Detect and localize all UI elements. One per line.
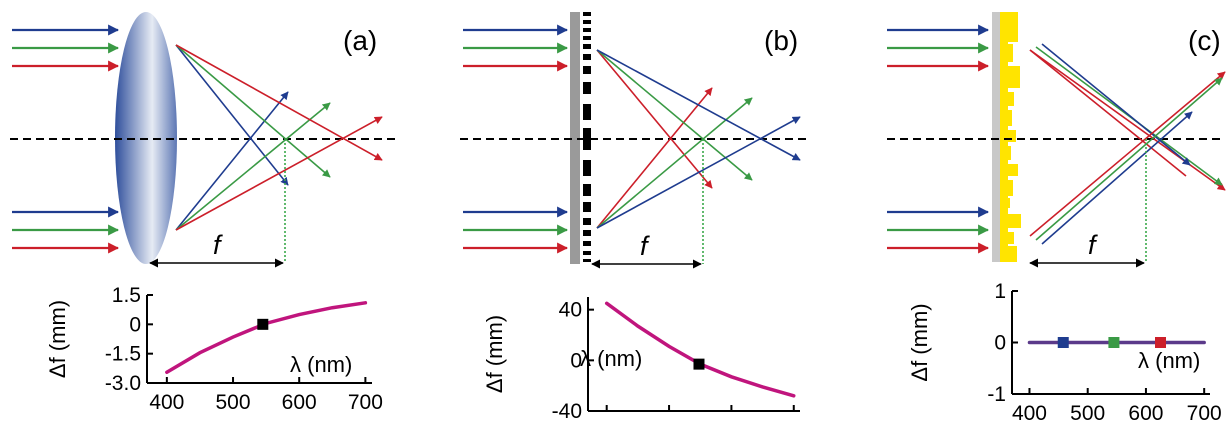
design-wavelength-marker [257,318,269,330]
metasurface-pillar [1008,12,1018,42]
panel-a-chart: 400 500 600 700 1.5 0 -1.5 -3.0 Δf (mm) λ (nm) [45,284,383,414]
y-axis-title: Δf (mm) [45,300,70,378]
grating-zone [583,12,591,16]
y-tick-label: 0 [994,332,1006,355]
x-tick-label: 600 [1128,402,1163,422]
y-tick-label: 1.5 [112,284,141,307]
x-tick-label: 400 [589,419,624,422]
panel-b-substrate [570,12,580,264]
metasurface-pillar [1008,146,1011,160]
panel-a: (a) f 400 500 600 700 1.5 0 -1.5 -3.0 Δf (mm) λ (… [10,12,395,414]
design-wavelength-marker [1155,337,1166,348]
panel-c-chart: 400 500 600 700 1 0 -1 Δf (mm) λ (nm) [907,280,1222,422]
grating-zone [583,160,591,176]
grating-zone [583,128,591,150]
grating-zone [583,66,591,74]
y-axis-title: Δf (mm) [482,315,507,393]
panel-a-focused-rays [175,44,383,231]
x-tick-label: 600 [714,419,749,422]
y-tick-label: -1.5 [105,343,141,366]
metasurface-pillar [1008,66,1020,88]
grating-zone [583,259,591,262]
grating-zone [583,20,591,24]
y-tick-label: 0 [129,313,141,336]
grating-zone [583,218,591,225]
metasurface-pillar [1008,246,1017,262]
y-tick-label: -1 [987,383,1006,406]
grating-zone [583,104,591,120]
grating-zone [583,82,591,94]
metasurface-nanostructures [1000,12,1021,262]
grating-zone [583,230,591,236]
y-tick-label: 1 [994,280,1006,303]
grating-zone [583,202,591,212]
panel-b-incident-rays [463,24,569,254]
x-tick-label: 700 [776,419,811,422]
metasurface-base [1000,12,1008,262]
panel-a-incident-rays [12,24,120,254]
x-tick-label: 700 [348,391,383,414]
grating-zone [583,28,591,32]
panel-c-focused-rays [1029,43,1226,245]
metasurface-pillar [1008,130,1016,142]
panel-b-label: (b) [764,25,798,56]
grating-zone [583,184,591,196]
panel-c-label: (c) [1188,25,1221,56]
metasurface-pillar [1008,180,1013,196]
panel-b-focused-rays [596,49,801,229]
x-tick-label: 600 [282,391,317,414]
y-tick-label: 40 [559,299,582,322]
x-axis-title: λ (nm) [290,352,352,377]
metasurface-pillar [1008,92,1014,106]
panel-a-label: (a) [343,25,377,56]
metasurface-pillar [1008,214,1021,228]
x-tick-label: 700 [1187,402,1222,422]
design-wavelength-marker [693,358,705,370]
x-tick-label: 500 [1070,402,1105,422]
design-wavelength-marker [1057,337,1069,348]
metasurface-pillar [1008,44,1013,62]
y-axis-title: Δf (mm) [907,303,932,381]
y-tick-label: 0 [570,349,582,372]
x-axis-title: λ (nm) [1138,348,1200,373]
panel-b-f-label: f [640,231,650,261]
x-axis-title: λ (nm) [580,346,642,371]
panel-c-substrate [992,12,1000,262]
design-wavelength-marker [1108,337,1120,348]
metasurface-pillar [1008,164,1018,176]
grating-zone [583,54,591,60]
grating-zone [583,251,591,255]
grating-zone [583,36,591,40]
metasurface-pillar [1008,232,1014,244]
grating-zone [583,44,591,49]
grating-zone [583,241,591,246]
metasurface-pillar [1008,110,1012,126]
panel-a-f-label: f [213,230,223,260]
x-tick-label: 500 [652,419,687,422]
panel-c-incident-rays [887,24,990,254]
x-tick-label: 400 [1012,402,1047,422]
panel-c: (c) f 400 500 600 700 1 0 -1 Δf (mm) λ (nm) [887,12,1226,422]
panel-c-f-label: f [1088,230,1098,260]
metasurface-pillar [1008,198,1010,208]
x-tick-label: 500 [216,391,251,414]
y-tick-label: -3.0 [105,372,141,395]
diffractive-grating-zones [583,12,591,262]
y-tick-label: -40 [552,400,582,422]
x-tick-label: 400 [149,391,184,414]
